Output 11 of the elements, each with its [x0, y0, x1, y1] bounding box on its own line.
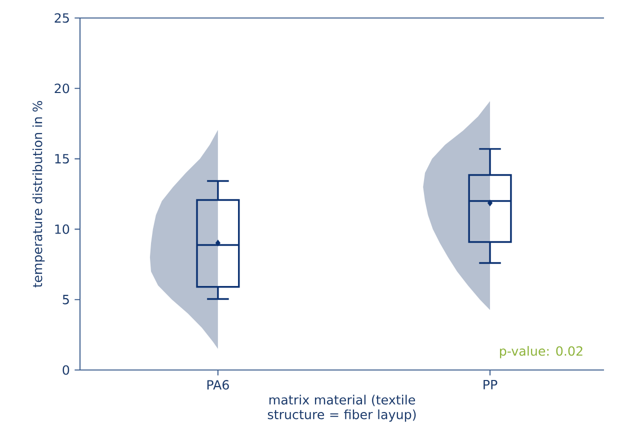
- y-tick-label: 25: [54, 13, 69, 23]
- x-axis-title: matrix material (textile structure = fiber layup): [268, 394, 416, 422]
- x-tick-label: PP: [484, 380, 498, 390]
- y-tick-label: 5: [62, 294, 69, 304]
- y-tick-label: 10: [55, 224, 70, 234]
- y-tick-label: 0: [62, 365, 70, 375]
- x-tick-label: PA6: [207, 380, 229, 390]
- annotation: p-value: 0.02: [500, 346, 582, 358]
- y-axis-title: temperature distribution in %: [32, 100, 45, 288]
- y-tick-label: 15: [55, 154, 69, 164]
- y-tick-label: 20: [54, 84, 70, 94]
